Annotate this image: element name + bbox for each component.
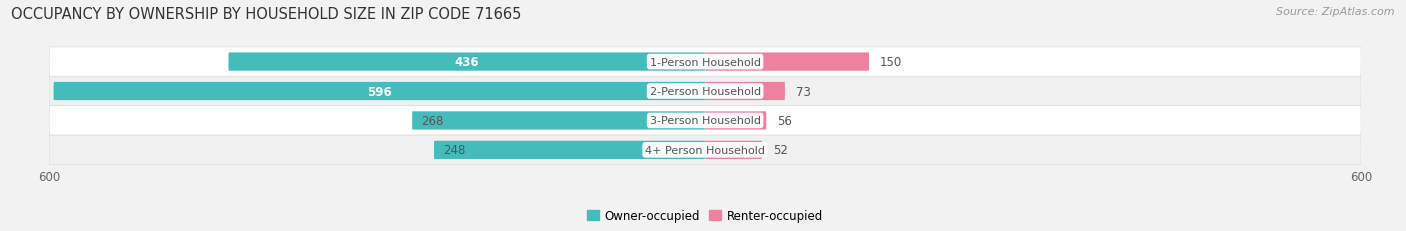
FancyBboxPatch shape (229, 53, 706, 71)
Text: 596: 596 (367, 85, 392, 98)
FancyBboxPatch shape (706, 141, 762, 159)
FancyBboxPatch shape (434, 141, 706, 159)
Text: 268: 268 (420, 114, 443, 127)
Text: OCCUPANCY BY OWNERSHIP BY HOUSEHOLD SIZE IN ZIP CODE 71665: OCCUPANCY BY OWNERSHIP BY HOUSEHOLD SIZE… (11, 7, 522, 22)
FancyBboxPatch shape (53, 82, 706, 101)
Text: 436: 436 (454, 56, 479, 69)
Text: Source: ZipAtlas.com: Source: ZipAtlas.com (1277, 7, 1395, 17)
Text: 3-Person Household: 3-Person Household (650, 116, 761, 126)
Text: 52: 52 (773, 144, 787, 157)
FancyBboxPatch shape (706, 82, 785, 101)
FancyBboxPatch shape (49, 77, 1361, 106)
FancyBboxPatch shape (49, 48, 1361, 77)
FancyBboxPatch shape (49, 136, 1361, 165)
Text: 150: 150 (880, 56, 903, 69)
Text: 4+ Person Household: 4+ Person Household (645, 145, 765, 155)
Text: 1-Person Household: 1-Person Household (650, 57, 761, 67)
FancyBboxPatch shape (706, 112, 766, 130)
Text: 248: 248 (443, 144, 465, 157)
FancyBboxPatch shape (706, 53, 869, 71)
Legend: Owner-occupied, Renter-occupied: Owner-occupied, Renter-occupied (582, 204, 828, 227)
Text: 73: 73 (796, 85, 811, 98)
Text: 2-Person Household: 2-Person Household (650, 87, 761, 97)
Text: 56: 56 (778, 114, 792, 127)
FancyBboxPatch shape (412, 112, 706, 130)
FancyBboxPatch shape (49, 106, 1361, 136)
